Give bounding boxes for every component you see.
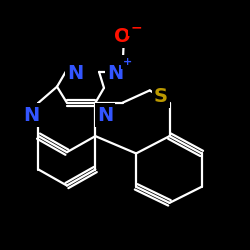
Text: +: + [123,57,132,67]
Text: −: − [130,20,142,34]
Text: N: N [97,106,113,124]
Text: O: O [114,26,131,46]
Text: N: N [68,64,84,82]
Text: N: N [107,64,123,82]
Text: N: N [23,106,39,124]
Text: S: S [154,87,168,106]
